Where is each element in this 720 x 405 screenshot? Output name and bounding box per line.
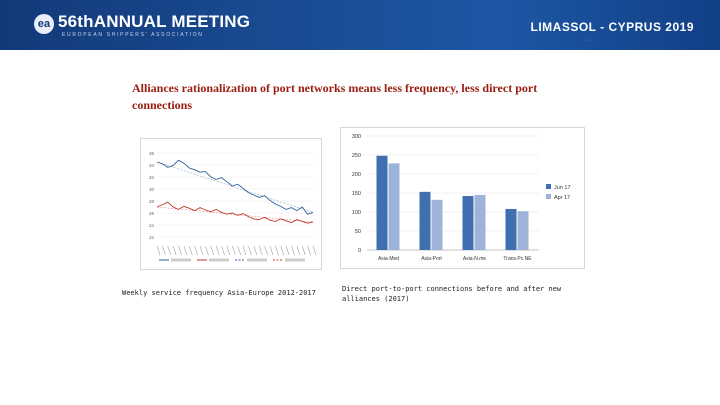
y-tick-label: 150 bbox=[352, 191, 361, 197]
x-tick-mark bbox=[183, 245, 188, 256]
x-tick-mark bbox=[248, 245, 252, 256]
y-tick-label: 300 bbox=[352, 134, 361, 140]
legend-label-placeholder bbox=[209, 258, 229, 262]
slide-number: 11 bbox=[584, 36, 592, 43]
x-tick-mark bbox=[232, 245, 236, 256]
y-tick-label: 0 bbox=[358, 248, 361, 254]
x-tick-mark bbox=[172, 245, 177, 256]
trend-line bbox=[156, 161, 314, 213]
y-tick-label: 32 bbox=[149, 175, 155, 180]
x-tick-mark bbox=[275, 245, 279, 256]
series-line bbox=[156, 159, 314, 215]
slide-title: Alliances rationalization of port networ… bbox=[132, 81, 538, 112]
x-tick-mark bbox=[156, 245, 161, 256]
category-label: Asia-Port bbox=[421, 256, 442, 262]
y-tick-label: 24 bbox=[149, 223, 155, 228]
series-line bbox=[156, 201, 314, 224]
left-chart-caption: Weekly service frequency Asia-Europe 201… bbox=[122, 289, 316, 297]
meeting-title: 56thANNUAL MEETING bbox=[58, 12, 251, 31]
legend-label-placeholder bbox=[171, 258, 191, 262]
y-tick-label: 50 bbox=[355, 229, 361, 235]
x-tick-mark bbox=[226, 245, 231, 256]
x-tick-mark bbox=[264, 245, 268, 256]
category-label: Asia-Med bbox=[378, 256, 399, 262]
bar bbox=[419, 191, 431, 250]
legend-label: Jun 17 bbox=[554, 185, 571, 191]
y-tick-label: 22 bbox=[149, 235, 155, 240]
x-tick-mark bbox=[199, 245, 204, 256]
bar bbox=[388, 163, 400, 250]
bar bbox=[474, 194, 486, 250]
x-tick-mark bbox=[242, 245, 247, 256]
x-tick-mark bbox=[253, 245, 258, 256]
x-tick-mark bbox=[258, 245, 263, 256]
y-tick-label: 250 bbox=[352, 153, 361, 159]
x-tick-mark bbox=[291, 245, 295, 256]
y-tick-label: 34 bbox=[149, 163, 155, 168]
x-tick-mark bbox=[280, 245, 284, 256]
x-tick-mark bbox=[237, 245, 241, 256]
y-tick-label: 26 bbox=[149, 211, 155, 216]
x-tick-mark bbox=[221, 245, 225, 256]
x-tick-mark bbox=[285, 245, 290, 256]
association-name: EUROPEAN SHIPPERS' ASSOCIATION bbox=[62, 32, 204, 38]
legend-label-placeholder bbox=[285, 258, 305, 262]
x-tick-mark bbox=[307, 245, 311, 256]
x-tick-mark bbox=[312, 245, 317, 256]
legend-label: Apr 17 bbox=[554, 195, 570, 201]
x-tick-mark bbox=[194, 245, 198, 256]
connections-bar-chart: 300 250 200 150 100 50 0 Asia-Med Asia-Port Asia-… bbox=[340, 127, 585, 269]
y-tick-label: 30 bbox=[149, 187, 155, 192]
x-tick-mark bbox=[269, 245, 274, 256]
bar bbox=[376, 155, 388, 250]
x-tick-mark bbox=[215, 245, 220, 256]
category-label: Trans.Pc.NE bbox=[503, 256, 532, 262]
x-tick-mark bbox=[302, 245, 306, 256]
y-tick-label: 200 bbox=[352, 172, 361, 178]
legend-swatch bbox=[546, 194, 551, 199]
x-tick-mark bbox=[296, 245, 301, 256]
legend-swatch bbox=[546, 184, 551, 189]
header-bar: ea 56thANNUAL MEETING EUROPEAN SHIPPERS'… bbox=[0, 0, 720, 50]
y-tick-label: 100 bbox=[352, 210, 361, 216]
x-tick-mark bbox=[205, 245, 209, 256]
location-label: LIMASSOL - CYPRUS 2019 bbox=[530, 20, 694, 34]
trend-line bbox=[156, 206, 314, 223]
category-label: Asia-N.me bbox=[463, 256, 487, 262]
frequency-line-chart: 36 34 32 30 28 26 24 22 bbox=[140, 138, 322, 270]
esa-logo: ea bbox=[34, 14, 54, 34]
y-tick-label: 28 bbox=[149, 199, 155, 204]
x-tick-mark bbox=[178, 245, 182, 256]
bar bbox=[505, 208, 517, 250]
bar bbox=[517, 211, 529, 250]
legend-label-placeholder bbox=[247, 258, 267, 262]
x-tick-mark bbox=[189, 245, 193, 256]
y-tick-label: 36 bbox=[149, 151, 155, 156]
x-tick-mark bbox=[167, 245, 171, 256]
bar bbox=[431, 199, 443, 250]
x-tick-mark bbox=[210, 245, 215, 256]
bar bbox=[462, 196, 474, 250]
x-tick-mark bbox=[162, 245, 166, 256]
right-chart-caption: Direct port-to-port connections before a… bbox=[342, 285, 562, 303]
